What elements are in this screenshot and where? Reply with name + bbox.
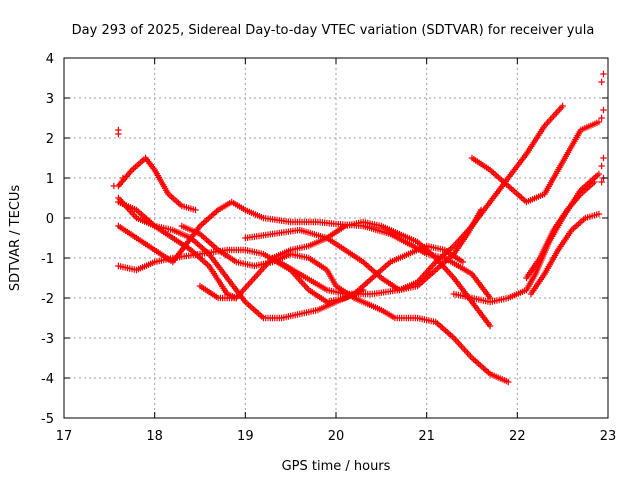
- grid: [64, 58, 608, 418]
- data-point: [115, 126, 122, 134]
- data-point: [598, 162, 605, 170]
- y-tick-label: -2: [41, 292, 54, 307]
- y-tick-label: -4: [41, 372, 54, 387]
- series-track-a: [115, 154, 199, 214]
- series-track-l: [523, 178, 598, 282]
- x-tick-label: 18: [146, 429, 163, 444]
- data-point: [591, 178, 598, 186]
- data-point: [486, 322, 494, 330]
- series-track-k: [450, 170, 603, 306]
- chart-title: Day 293 of 2025, Sidereal Day-to-day VTE…: [72, 23, 595, 38]
- x-tick-label: 23: [600, 429, 617, 444]
- y-tick-label: 3: [46, 92, 54, 107]
- x-tick-label: 22: [509, 429, 526, 444]
- data-point: [598, 114, 605, 122]
- y-axis-label: SDTVAR / TECUs: [8, 185, 23, 292]
- series-track-e: [115, 194, 467, 322]
- data-point: [595, 210, 603, 218]
- series-isolated: [110, 70, 607, 190]
- series-track-i: [269, 102, 566, 298]
- y-tick-label: 4: [46, 52, 54, 67]
- series-track-g: [196, 218, 494, 330]
- x-tick-label: 20: [328, 429, 345, 444]
- data-point: [600, 106, 607, 114]
- data-point: [600, 70, 607, 78]
- data-point: [192, 206, 199, 214]
- data-point: [600, 154, 607, 162]
- y-tick-label: -1: [41, 252, 54, 267]
- x-tick-label: 17: [56, 429, 73, 444]
- data-point: [595, 118, 603, 126]
- data-point: [595, 170, 603, 178]
- y-tick-label: 2: [46, 132, 54, 147]
- x-tick-label: 19: [237, 429, 254, 444]
- data-point: [459, 258, 467, 266]
- y-tick-label: -3: [41, 332, 54, 347]
- y-tick-label: -5: [41, 412, 54, 427]
- data-point: [598, 78, 605, 86]
- series-track-m: [527, 210, 603, 298]
- x-axis-label: GPS time / hours: [282, 459, 391, 474]
- data-point: [598, 178, 605, 186]
- data-point: [559, 102, 566, 110]
- x-tick-label: 21: [418, 429, 435, 444]
- y-tick-label: 1: [46, 172, 54, 187]
- series-track-j: [468, 118, 603, 206]
- data-point: [119, 174, 127, 182]
- y-tick-label: 0: [46, 212, 54, 227]
- data-point: [110, 182, 118, 190]
- data-point: [505, 378, 512, 386]
- data-markers: [110, 70, 607, 386]
